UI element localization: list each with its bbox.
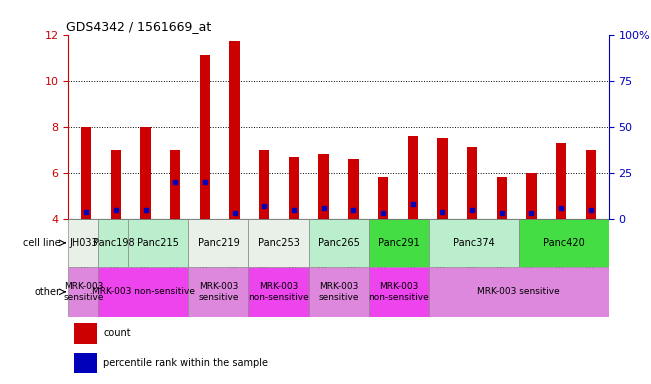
Bar xyxy=(259,150,270,219)
Text: Panc253: Panc253 xyxy=(258,238,299,248)
Bar xyxy=(368,267,428,317)
Text: other: other xyxy=(35,287,61,297)
Bar xyxy=(378,177,388,219)
Bar xyxy=(497,177,507,219)
Bar xyxy=(188,219,249,267)
Bar xyxy=(141,127,151,219)
Text: Panc420: Panc420 xyxy=(543,238,585,248)
Bar xyxy=(428,267,609,317)
Bar xyxy=(170,150,180,219)
Bar xyxy=(249,267,309,317)
Bar xyxy=(428,219,519,267)
Text: Panc374: Panc374 xyxy=(452,238,495,248)
Text: Panc198: Panc198 xyxy=(92,238,134,248)
Bar xyxy=(467,147,477,219)
Bar xyxy=(68,219,98,267)
Bar xyxy=(68,267,98,317)
Bar xyxy=(98,267,188,317)
Text: MRK-003 non-sensitive: MRK-003 non-sensitive xyxy=(92,287,195,296)
Bar xyxy=(74,353,97,373)
Bar xyxy=(289,157,299,219)
Text: count: count xyxy=(104,328,131,338)
Bar xyxy=(368,219,428,267)
Text: MRK-003
non-sensitive: MRK-003 non-sensitive xyxy=(368,282,429,301)
Bar xyxy=(81,127,91,219)
Bar xyxy=(188,267,249,317)
Bar xyxy=(229,41,240,219)
Bar xyxy=(74,323,97,344)
Bar xyxy=(249,219,309,267)
Bar xyxy=(309,219,368,267)
Text: JH033: JH033 xyxy=(69,238,98,248)
Bar xyxy=(556,143,566,219)
Text: percentile rank within the sample: percentile rank within the sample xyxy=(104,358,268,368)
Text: Panc219: Panc219 xyxy=(197,238,240,248)
Bar xyxy=(408,136,418,219)
Bar xyxy=(519,219,609,267)
Bar xyxy=(526,173,536,219)
Text: MRK-003 sensitive: MRK-003 sensitive xyxy=(477,287,560,296)
Bar xyxy=(200,55,210,219)
Text: Panc215: Panc215 xyxy=(137,238,179,248)
Bar xyxy=(98,219,128,267)
Bar xyxy=(318,154,329,219)
Bar xyxy=(128,219,188,267)
Text: MRK-003
sensitive: MRK-003 sensitive xyxy=(318,282,359,301)
Text: cell line: cell line xyxy=(23,238,61,248)
Text: MRK-003
sensitive: MRK-003 sensitive xyxy=(198,282,239,301)
Bar xyxy=(111,150,121,219)
Bar xyxy=(586,150,596,219)
Bar xyxy=(348,159,359,219)
Text: MRK-003
non-sensitive: MRK-003 non-sensitive xyxy=(248,282,309,301)
Text: MRK-003
sensitive: MRK-003 sensitive xyxy=(63,282,104,301)
Text: Panc265: Panc265 xyxy=(318,238,359,248)
Bar xyxy=(309,267,368,317)
Bar xyxy=(437,138,448,219)
Text: GDS4342 / 1561669_at: GDS4342 / 1561669_at xyxy=(66,20,211,33)
Text: Panc291: Panc291 xyxy=(378,238,419,248)
